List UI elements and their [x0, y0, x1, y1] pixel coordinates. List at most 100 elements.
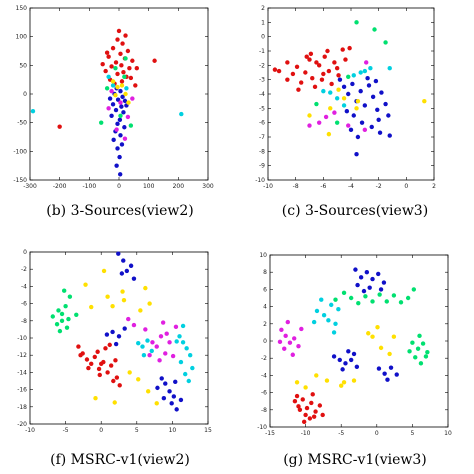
- data-point: [383, 101, 388, 107]
- x-tick-label: 5: [410, 430, 414, 437]
- data-point: [99, 120, 104, 125]
- data-point: [89, 361, 94, 366]
- y-tick-label: -7: [259, 134, 265, 141]
- data-point: [122, 125, 127, 130]
- x-tick-label: 100: [143, 183, 155, 190]
- y-tick-label: -6: [259, 120, 265, 127]
- y-tick-label: -1: [259, 48, 265, 55]
- data-point: [351, 73, 356, 78]
- x-tick-label: -5: [338, 430, 344, 437]
- data-point: [76, 344, 81, 349]
- y-tick-label: -10: [17, 335, 27, 342]
- data-point: [66, 316, 71, 322]
- data-point: [99, 361, 104, 366]
- data-point: [119, 79, 125, 84]
- scatter-plot-f: -10 -5 0 5 10 15-20-18-16-14-12-10-8-6-4-20: [17, 249, 212, 434]
- data-point: [348, 295, 354, 301]
- data-point: [339, 383, 344, 388]
- y-tick-label: -14: [17, 369, 27, 376]
- data-point: [188, 353, 193, 358]
- data-point: [316, 120, 322, 125]
- data-point: [351, 378, 357, 383]
- data-point: [109, 113, 114, 118]
- data-point: [304, 54, 309, 59]
- data-point: [167, 340, 172, 345]
- data-point: [287, 340, 293, 345]
- y-tick-label: -3: [259, 77, 265, 84]
- data-point: [131, 276, 137, 281]
- data-point: [125, 114, 131, 120]
- data-point: [121, 297, 127, 303]
- data-point: [328, 90, 333, 95]
- data-point: [114, 375, 120, 380]
- data-point: [325, 48, 330, 54]
- data-point: [92, 354, 97, 360]
- x-tick-label: 0: [117, 183, 121, 190]
- data-point: [355, 282, 360, 288]
- caption-c: (c) 3-Sources(view3): [282, 203, 428, 219]
- data-point: [296, 404, 301, 409]
- data-point: [316, 63, 322, 68]
- data-point: [314, 60, 319, 65]
- data-point: [106, 74, 111, 80]
- data-point: [376, 117, 381, 123]
- data-point: [336, 73, 341, 78]
- data-point: [329, 302, 334, 308]
- data-point: [186, 378, 191, 384]
- data-point: [134, 66, 139, 71]
- data-point: [128, 75, 134, 81]
- data-point: [290, 352, 295, 357]
- x-tick-label: 300: [202, 183, 214, 190]
- data-point: [119, 142, 125, 147]
- y-tick-label: -4: [259, 91, 265, 98]
- data-point: [336, 306, 341, 312]
- data-point: [123, 56, 128, 61]
- data-point: [386, 113, 391, 118]
- data-point: [160, 320, 166, 325]
- data-point: [354, 152, 359, 157]
- data-point: [178, 359, 184, 365]
- data-point: [341, 380, 347, 385]
- data-point: [152, 58, 157, 63]
- data-point: [78, 353, 83, 358]
- data-point: [420, 341, 426, 346]
- y-tick-label: -8: [261, 407, 267, 414]
- y-tick-label: -10: [257, 424, 267, 431]
- data-point: [347, 45, 352, 51]
- data-point: [296, 343, 301, 349]
- data-point: [161, 396, 167, 401]
- data-point: [313, 409, 318, 414]
- data-point: [379, 90, 384, 95]
- data-point: [93, 396, 98, 401]
- data-point: [110, 83, 116, 88]
- data-point: [120, 41, 125, 46]
- data-point: [304, 405, 310, 411]
- data-point: [373, 78, 379, 84]
- data-point: [341, 96, 347, 101]
- data-point: [136, 377, 141, 382]
- data-point: [127, 370, 132, 375]
- data-point: [355, 98, 361, 104]
- data-point: [297, 407, 303, 412]
- data-point: [292, 336, 297, 341]
- x-tick-label: -15: [265, 430, 275, 437]
- y-tick-label: -8: [259, 148, 265, 155]
- x-tick-label: -4: [348, 183, 354, 190]
- data-point: [351, 351, 357, 357]
- data-point: [359, 120, 365, 125]
- data-point: [314, 373, 319, 378]
- data-point: [387, 66, 392, 71]
- data-point: [398, 300, 404, 305]
- data-point: [307, 416, 313, 421]
- y-tick-label: 100: [16, 34, 28, 41]
- data-point: [173, 324, 179, 330]
- data-point: [346, 91, 351, 97]
- x-tick-label: -10: [301, 430, 311, 437]
- y-tick-label: 0: [23, 249, 27, 256]
- data-point: [378, 287, 384, 292]
- data-point: [384, 299, 389, 304]
- caption-g: (g) MSRC-v1(view3): [283, 452, 427, 468]
- data-point: [130, 96, 135, 101]
